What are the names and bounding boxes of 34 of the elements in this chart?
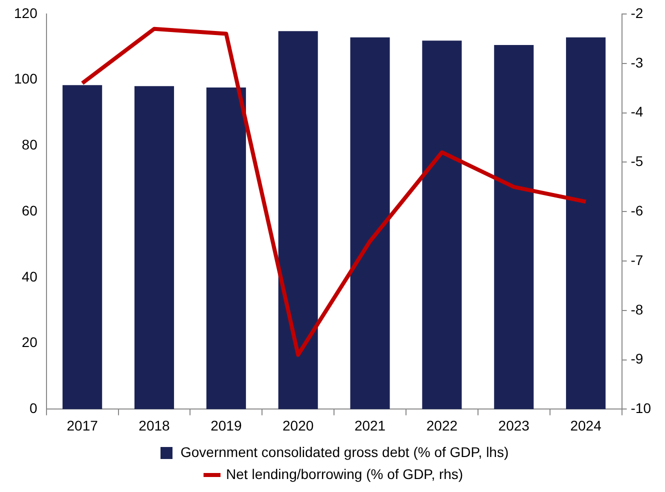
- bar: [62, 85, 102, 410]
- y2-tick-label: -10: [630, 400, 652, 416]
- y2-tick-label: -4: [630, 104, 644, 120]
- x-tick-label: 2024: [570, 417, 602, 434]
- bar: [206, 87, 246, 410]
- y-tick-label: 120: [14, 4, 38, 21]
- y2-tick-label: -2: [630, 4, 644, 21]
- y-tick-label: 100: [14, 70, 38, 87]
- legend-label: Government consolidated gross debt (% of GDP, lhs): [180, 444, 509, 460]
- x-tick-label: 2021: [354, 417, 386, 434]
- legend-label: Net lending/borrowing (% of GDP, rhs): [226, 466, 464, 482]
- y-tick-label: 20: [22, 334, 38, 350]
- y-tick-label: 40: [22, 268, 38, 284]
- y-tick-label: 0: [30, 400, 38, 416]
- x-tick-label: 2018: [138, 417, 170, 434]
- y2-tick-label: -6: [630, 202, 644, 218]
- x-tick-label: 2020: [282, 417, 314, 434]
- x-tick-label: 2022: [426, 417, 458, 434]
- y2-tick-label: -8: [630, 301, 644, 318]
- bar: [278, 31, 318, 410]
- x-tick-label: 2019: [210, 417, 242, 434]
- y2-tick-label: -5: [630, 153, 644, 170]
- x-tick-label: 2017: [66, 417, 98, 434]
- bar: [422, 40, 462, 410]
- y-tick-label: 60: [22, 202, 38, 218]
- bar: [134, 86, 174, 410]
- bar: [350, 37, 390, 410]
- y2-tick-label: -9: [630, 350, 644, 367]
- bar: [494, 44, 534, 410]
- y2-tick-label: -3: [630, 54, 644, 70]
- x-tick-label: 2023: [498, 417, 530, 434]
- y-tick-label: 80: [22, 136, 38, 153]
- y2-tick-label: -7: [630, 252, 644, 268]
- bar: [566, 37, 606, 410]
